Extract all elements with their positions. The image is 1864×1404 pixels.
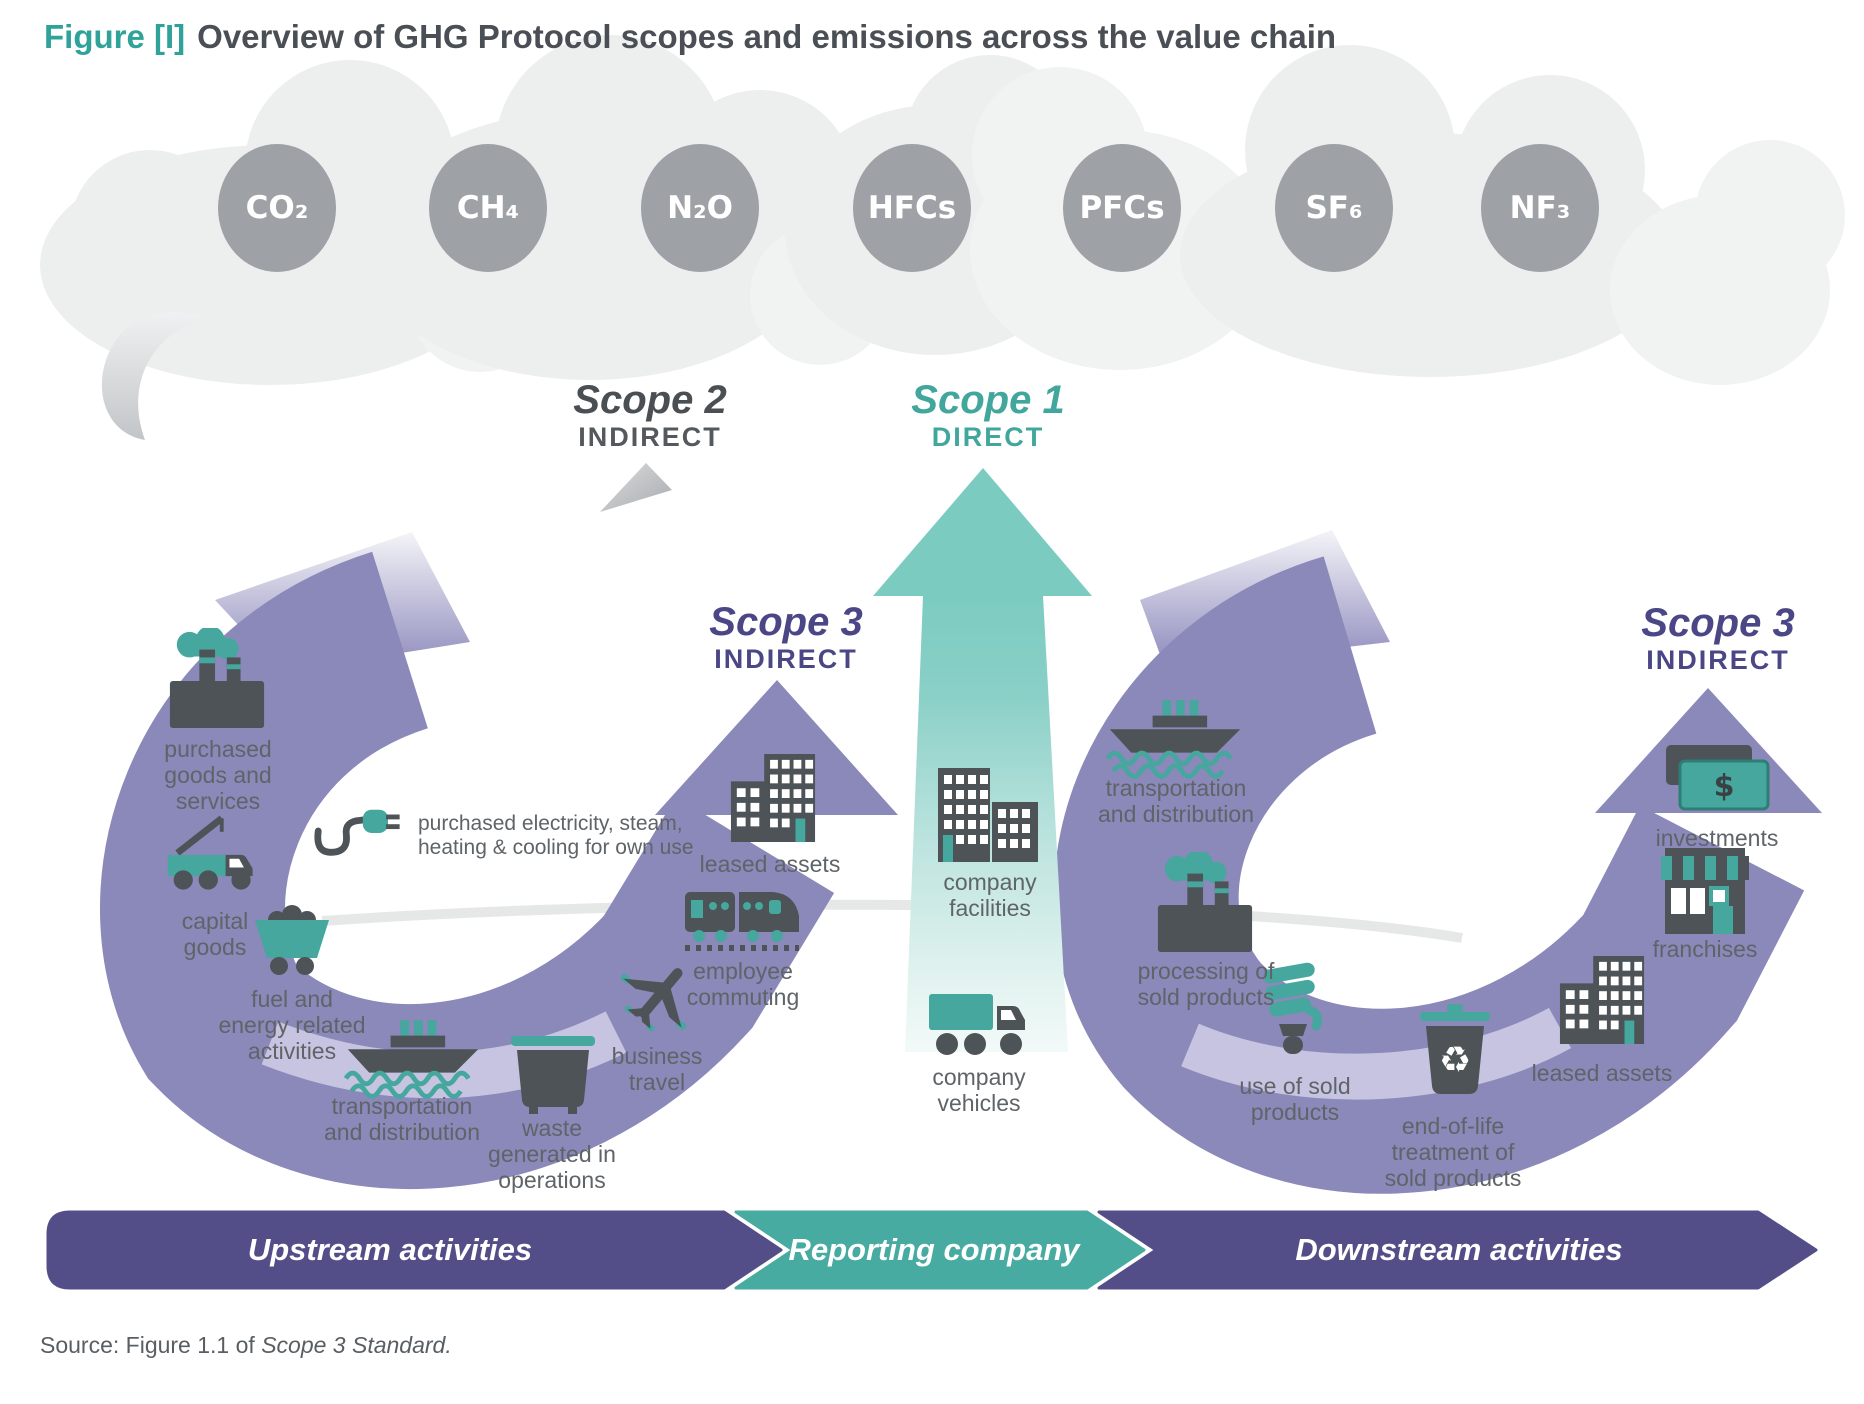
category-label-leased-downstream: leased assets (1531, 1060, 1673, 1086)
source-note: Source: Figure 1.1 of Scope 3 Standard. (40, 1332, 452, 1359)
scope1-title: Scope 1 (911, 378, 1065, 422)
figure-title: Figure [I] Overview of GHG Protocol scope… (44, 18, 1336, 56)
category-label-franchises: franchises (1652, 936, 1758, 962)
category-label-fuel-energy: fuel and energy related activities (218, 986, 366, 1064)
category-label-business-travel: business travel (611, 1043, 703, 1095)
source-work-title: Scope 3 Standard. (261, 1332, 452, 1358)
storefront-icon (1657, 846, 1753, 938)
bar-label-upstream: Upstream activities (247, 1232, 533, 1267)
cloud-wisp (101, 312, 205, 440)
bar-downstream-segment (1097, 1210, 1818, 1290)
scope1-heading: Scope 1 DIRECT (911, 378, 1064, 452)
category-label-use-of-sold: use of sold products (1239, 1073, 1351, 1125)
downstream-light-band (1181, 1007, 1572, 1100)
scope2-heading: Scope 2 INDIRECT (573, 378, 726, 452)
gas-badge-n2o: N₂O (641, 144, 759, 272)
building-icon-leased-upstream (729, 752, 817, 844)
category-label-company-facilities: company facilities (943, 869, 1037, 921)
dumpster-icon (505, 1028, 601, 1114)
category-label-purchased-goods: purchased goods and services (164, 736, 272, 814)
recycle-bin-icon (1414, 1002, 1496, 1098)
factory-icon (158, 628, 276, 730)
scope3-downstream-heading: Scope 3 INDIRECT (1641, 601, 1794, 675)
source-prefix: Source: Figure 1.1 of (40, 1332, 262, 1358)
bar-upstream-segment (46, 1210, 783, 1290)
category-label-transport-upstream: transportation and distribution (324, 1093, 480, 1145)
scope3-upstream-heading: Scope 3 INDIRECT (709, 600, 862, 674)
mine-cart-icon (249, 900, 335, 976)
gas-badge-hfcs: HFCs (853, 144, 971, 272)
scope3-upstream-title: Scope 3 (709, 600, 863, 644)
gray-swoosh (321, 899, 1463, 943)
scope2-note: purchased electricity, steam, heating & … (418, 812, 694, 859)
category-label-waste: waste generated in operations (488, 1115, 616, 1193)
scope3-downstream-subtitle: INDIRECT (1646, 645, 1790, 675)
category-label-employee-commuting: employee commuting (686, 958, 800, 1010)
gas-badge-sf6: SF₆ (1275, 144, 1393, 272)
scope3-upstream-arrowhead (655, 680, 898, 815)
value-chain-bar (46, 1210, 1818, 1290)
gas-badge-ch4: CH₄ (429, 144, 547, 272)
factory-icon-processing (1146, 852, 1264, 954)
scope2-subtitle: INDIRECT (578, 422, 722, 452)
gas-badge-nf3: NF₃ (1481, 144, 1599, 272)
figure-title-text: Overview of GHG Protocol scopes and emis… (197, 18, 1337, 55)
gas-badge-pfcs: PFCs (1063, 144, 1181, 272)
ship-icon-downstream (1102, 696, 1248, 782)
bar-label-reporting: Reporting company (788, 1232, 1080, 1267)
category-label-leased-upstream: leased assets (699, 851, 841, 877)
banknotes-icon (1660, 742, 1772, 816)
bar-label-downstream: Downstream activities (1295, 1232, 1623, 1267)
category-label-end-of-life: end-of-life treatment of sold products (1384, 1113, 1522, 1191)
buildings-icon-company-facilities (936, 766, 1040, 864)
category-label-processing: processing of sold products (1137, 958, 1275, 1010)
category-label-capital-goods: capital goods (181, 908, 249, 960)
scope3-upstream-subtitle: INDIRECT (714, 644, 858, 674)
crane-truck-icon (162, 812, 268, 894)
scope2-title: Scope 2 (573, 378, 727, 422)
scope1-arrowhead (873, 468, 1092, 596)
bar-reporting-segment (734, 1210, 1146, 1290)
scope3-downstream-title: Scope 3 (1641, 601, 1795, 645)
scope2-pointer-shard (600, 463, 672, 512)
category-label-transport-downstream: transportation and distribution (1098, 775, 1254, 827)
building-icon-leased-downstream (1558, 954, 1646, 1046)
scope1-subtitle: DIRECT (931, 422, 1045, 452)
figure-title-tag: Figure [I] (44, 18, 186, 55)
plug-icon (312, 800, 402, 862)
category-label-investments: investments (1655, 825, 1779, 851)
gas-badge-co2: CO₂ (218, 144, 336, 272)
train-icon (681, 878, 803, 954)
category-label-company-vehicles: company vehicles (932, 1064, 1026, 1116)
truck-icon-company-vehicles (927, 986, 1035, 1058)
